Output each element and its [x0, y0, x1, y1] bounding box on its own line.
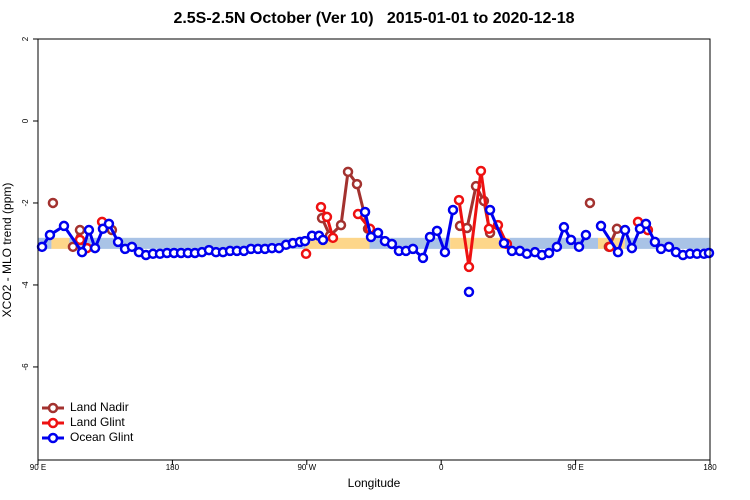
data-point: [475, 165, 487, 177]
y-tick-label: -2: [21, 199, 30, 207]
data-point: [649, 236, 661, 248]
data-point: [335, 219, 347, 231]
data-point: [315, 201, 327, 213]
band-segment: [369, 237, 451, 249]
legend-marker: [47, 402, 59, 414]
data-point: [351, 178, 363, 190]
data-point: [565, 234, 577, 246]
data-point: [558, 221, 570, 233]
data-point: [663, 241, 675, 253]
y-tick-label: 0: [21, 118, 30, 123]
data-point: [463, 286, 475, 298]
data-point: [327, 232, 339, 244]
data-point: [463, 261, 475, 273]
data-point: [47, 197, 59, 209]
data-point: [484, 204, 496, 216]
band-segment: [305, 237, 370, 249]
x-tick-label: 90 E: [567, 463, 583, 472]
chart-title: 2.5S-2.5N October (Ver 10) 2015-01-01 to…: [173, 10, 574, 27]
y-tick-label: -6: [21, 363, 30, 371]
data-point: [103, 218, 115, 230]
band-segment: [450, 237, 510, 249]
data-point: [372, 227, 384, 239]
data-point: [453, 194, 465, 206]
data-point: [74, 234, 86, 246]
data-point: [521, 248, 533, 260]
x-tick-label: 90 E: [30, 463, 46, 472]
data-point: [74, 224, 86, 236]
data-point: [299, 235, 311, 247]
data-point: [417, 252, 429, 264]
data-point: [317, 234, 329, 246]
band-segment: [51, 237, 70, 249]
data-point: [439, 246, 451, 258]
y-tick-label: 2: [21, 36, 30, 41]
data-point: [83, 224, 95, 236]
data-point: [626, 242, 638, 254]
data-point: [573, 241, 585, 253]
data-point: [447, 204, 459, 216]
data-point: [498, 237, 510, 249]
plot-layer: [36, 165, 715, 298]
data-point: [58, 220, 70, 232]
data-point: [321, 211, 333, 223]
data-point: [703, 247, 715, 259]
legend-marker: [47, 432, 59, 444]
y-tick-label: -4: [21, 281, 30, 289]
data-point: [580, 229, 592, 241]
legend-label: Land Nadir: [70, 400, 129, 414]
data-point: [76, 246, 88, 258]
data-point: [36, 241, 48, 253]
data-point: [483, 223, 495, 235]
band-segment: [69, 237, 306, 249]
data-point: [543, 247, 555, 259]
x-tick-label: 90 W: [297, 463, 316, 472]
data-point: [551, 241, 563, 253]
data-point: [640, 218, 652, 230]
legend-label: Land Glint: [70, 415, 125, 429]
data-point: [424, 231, 436, 243]
data-point: [612, 246, 624, 258]
series-line: [457, 170, 509, 268]
x-axis-label: Longitude: [348, 476, 401, 490]
plot-frame: [37, 38, 711, 461]
x-tick-label: 0: [439, 463, 444, 472]
data-point: [44, 229, 56, 241]
data-point: [584, 197, 596, 209]
x-tick-label: 180: [166, 463, 180, 472]
legend-marker: [47, 417, 59, 429]
data-point: [619, 224, 631, 236]
data-point: [595, 220, 607, 232]
x-tick-label: 180: [703, 463, 717, 472]
data-point: [112, 236, 124, 248]
data-point: [126, 241, 138, 253]
data-point: [89, 242, 101, 254]
data-point: [611, 223, 623, 235]
data-point: [300, 248, 312, 260]
y-axis-label: XCO2 - MLO trend (ppm): [0, 183, 14, 318]
data-point: [359, 206, 371, 218]
legend-label: Ocean Glint: [70, 430, 134, 444]
data-point: [386, 238, 398, 250]
data-point: [407, 243, 419, 255]
data-point: [342, 166, 354, 178]
data-point: [431, 225, 443, 237]
